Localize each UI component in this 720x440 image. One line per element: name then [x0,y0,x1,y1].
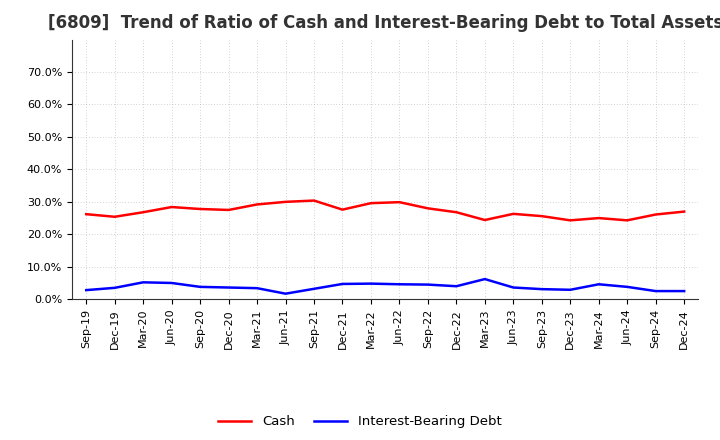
Cash [566,218,575,223]
Cash [480,217,489,223]
Interest-Bearing Debt [139,280,148,285]
Cash [595,216,603,221]
Cash [537,213,546,219]
Cash [338,207,347,212]
Cash [452,209,461,215]
Interest-Bearing Debt [452,284,461,289]
Cash [395,199,404,205]
Interest-Bearing Debt [595,282,603,287]
Cash [139,209,148,215]
Line: Interest-Bearing Debt: Interest-Bearing Debt [86,279,684,293]
Cash [423,205,432,211]
Line: Cash: Cash [86,201,684,220]
Interest-Bearing Debt [196,284,204,290]
Interest-Bearing Debt [480,276,489,282]
Interest-Bearing Debt [167,280,176,286]
Cash [680,209,688,214]
Cash [110,214,119,220]
Title: [6809]  Trend of Ratio of Cash and Interest-Bearing Debt to Total Assets: [6809] Trend of Ratio of Cash and Intere… [48,15,720,33]
Cash [82,212,91,217]
Cash [652,212,660,217]
Legend: Cash, Interest-Bearing Debt: Cash, Interest-Bearing Debt [213,410,507,433]
Interest-Bearing Debt [310,286,318,291]
Cash [282,199,290,205]
Interest-Bearing Debt [338,281,347,286]
Interest-Bearing Debt [110,285,119,290]
Interest-Bearing Debt [282,291,290,296]
Interest-Bearing Debt [395,282,404,287]
Cash [509,211,518,216]
Cash [623,218,631,223]
Interest-Bearing Debt [680,289,688,294]
Interest-Bearing Debt [253,286,261,291]
Interest-Bearing Debt [537,286,546,292]
Cash [225,207,233,213]
Interest-Bearing Debt [82,287,91,293]
Cash [196,206,204,212]
Interest-Bearing Debt [566,287,575,293]
Interest-Bearing Debt [225,285,233,290]
Interest-Bearing Debt [509,285,518,290]
Cash [366,201,375,206]
Interest-Bearing Debt [366,281,375,286]
Interest-Bearing Debt [423,282,432,287]
Interest-Bearing Debt [652,289,660,294]
Cash [310,198,318,203]
Cash [253,202,261,207]
Cash [167,205,176,210]
Interest-Bearing Debt [623,284,631,290]
